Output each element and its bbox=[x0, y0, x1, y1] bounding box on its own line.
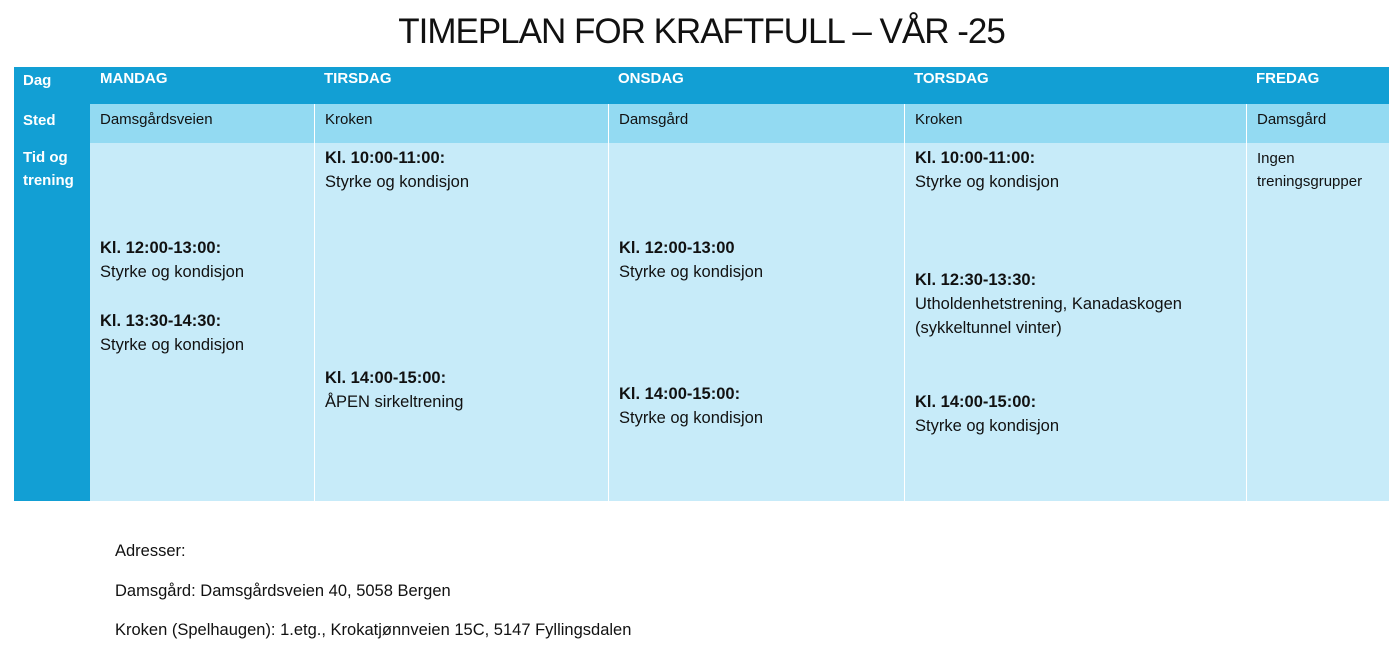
place-text: Kroken bbox=[325, 111, 373, 128]
session: Kl. 13:30-14:30: Styrke og kondisjon bbox=[100, 309, 244, 357]
place-fredag: Damsgård bbox=[1246, 104, 1389, 143]
session-desc: Utholdenhetstrening, Kanadaskogen bbox=[915, 295, 1182, 313]
session: Kl. 12:00-13:00 Styrke og kondisjon bbox=[619, 236, 763, 284]
day-label: Dag bbox=[23, 72, 52, 89]
training-label-line1: Tid og bbox=[23, 149, 68, 166]
place-label-cell: Sted bbox=[14, 104, 90, 143]
session: Kl. 10:00-11:00: Styrke og kondisjon bbox=[915, 146, 1059, 194]
place-text: Damsgårdsveien bbox=[100, 111, 213, 128]
day-name-torsdag: TORSDAG bbox=[914, 70, 989, 87]
schedule-table: Dag MANDAG TIRSDAG ONSDAG TORSDAG FREDAG… bbox=[14, 67, 1389, 501]
training-onsdag: Kl. 12:00-13:00 Styrke og kondisjon Kl. … bbox=[608, 143, 904, 501]
place-text: Kroken bbox=[915, 111, 963, 128]
session-time: Kl. 10:00-11:00: bbox=[325, 149, 446, 167]
header-fredag: FREDAG bbox=[1246, 67, 1389, 104]
session-time: Kl. 10:00-11:00: bbox=[915, 149, 1036, 167]
address-line-kroken: Kroken (Spelhaugen): 1.etg., Krokatjønnv… bbox=[115, 621, 632, 639]
place-row: Sted Damsgårdsveien Kroken Damsgård Krok… bbox=[14, 104, 1389, 143]
training-label: Tid og trening bbox=[23, 146, 74, 192]
session: Kl. 14:00-15:00: Styrke og kondisjon bbox=[915, 390, 1059, 438]
session-desc: Styrke og kondisjon bbox=[915, 417, 1059, 435]
place-onsdag: Damsgård bbox=[608, 104, 904, 143]
no-sessions-line2: treningsgrupper bbox=[1257, 173, 1363, 190]
session-desc: Styrke og kondisjon bbox=[100, 336, 244, 354]
session-desc: Styrke og kondisjon bbox=[325, 173, 469, 191]
header-row: Dag MANDAG TIRSDAG ONSDAG TORSDAG FREDAG bbox=[14, 67, 1389, 104]
day-name-fredag: FREDAG bbox=[1256, 70, 1320, 87]
place-text: Damsgård bbox=[619, 111, 689, 128]
session: Kl. 14:00-15:00: ÅPEN sirkeltrening bbox=[325, 366, 463, 414]
place-tirsdag: Kroken bbox=[314, 104, 608, 143]
session-time: Kl. 13:30-14:30: bbox=[100, 312, 222, 330]
address-line-damsgard: Damsgård: Damsgårdsveien 40, 5058 Bergen bbox=[115, 582, 451, 600]
header-torsdag: TORSDAG bbox=[904, 67, 1246, 104]
session-desc: Styrke og kondisjon bbox=[619, 263, 763, 281]
session-time: Kl. 12:00-13:00 bbox=[619, 239, 735, 257]
session: Kl. 10:00-11:00: Styrke og kondisjon bbox=[325, 146, 469, 194]
session-desc: ÅPEN sirkeltrening bbox=[325, 393, 464, 411]
day-name-onsdag: ONSDAG bbox=[618, 70, 684, 87]
training-mandag: Kl. 12:00-13:00: Styrke og kondisjon Kl.… bbox=[90, 143, 314, 501]
training-label-line2: trening bbox=[23, 172, 74, 189]
training-torsdag: Kl. 10:00-11:00: Styrke og kondisjon Kl.… bbox=[904, 143, 1246, 501]
place-label: Sted bbox=[23, 112, 56, 129]
training-fredag: Ingen treningsgrupper bbox=[1246, 143, 1389, 501]
day-name-tirsdag: TIRSDAG bbox=[324, 70, 392, 87]
place-mandag: Damsgårdsveien bbox=[90, 104, 314, 143]
training-tirsdag: Kl. 10:00-11:00: Styrke og kondisjon Kl.… bbox=[314, 143, 608, 501]
place-text: Damsgård bbox=[1257, 111, 1327, 128]
addresses-heading: Adresser: bbox=[115, 542, 186, 560]
session: Kl. 12:00-13:00: Styrke og kondisjon bbox=[100, 236, 244, 284]
session-time: Kl. 14:00-15:00: bbox=[325, 369, 447, 387]
day-name-mandag: MANDAG bbox=[100, 70, 168, 87]
session-time: Kl. 14:00-15:00: bbox=[619, 385, 741, 403]
session: Kl. 12:30-13:30: Utholdenhetstrening, Ka… bbox=[915, 268, 1182, 340]
page-title: TIMEPLAN FOR KRAFTFULL – VÅR -25 bbox=[398, 12, 1006, 51]
session-time: Kl. 14:00-15:00: bbox=[915, 393, 1037, 411]
session-desc: Styrke og kondisjon bbox=[100, 263, 244, 281]
day-label-cell: Dag bbox=[14, 67, 90, 104]
session-desc: Styrke og kondisjon bbox=[619, 409, 763, 427]
session: Kl. 14:00-15:00: Styrke og kondisjon bbox=[619, 382, 763, 430]
header-tirsdag: TIRSDAG bbox=[314, 67, 608, 104]
place-torsdag: Kroken bbox=[904, 104, 1246, 143]
training-label-cell: Tid og trening bbox=[14, 143, 90, 501]
header-onsdag: ONSDAG bbox=[608, 67, 904, 104]
training-row: Tid og trening Kl. 12:00-13:00: Styrke o… bbox=[14, 143, 1389, 501]
session-desc: Styrke og kondisjon bbox=[915, 173, 1059, 191]
header-mandag: MANDAG bbox=[90, 67, 314, 104]
no-sessions-line1: Ingen bbox=[1257, 150, 1295, 167]
session-time: Kl. 12:30-13:30: bbox=[915, 271, 1037, 289]
session-desc-extra: (sykkeltunnel vinter) bbox=[915, 319, 1062, 337]
no-sessions-note: Ingen treningsgrupper bbox=[1257, 147, 1362, 193]
session-time: Kl. 12:00-13:00: bbox=[100, 239, 222, 257]
